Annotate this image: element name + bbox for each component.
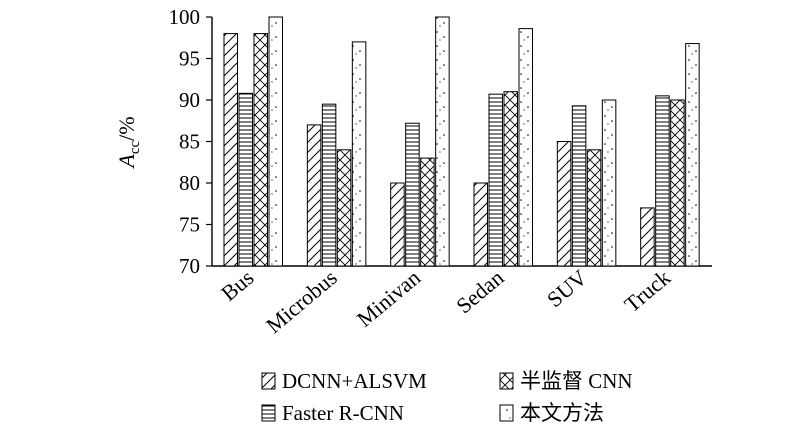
y-tick-label: 90 [179, 88, 200, 112]
legend-swatch [499, 404, 514, 422]
bar-truck-series-2 [655, 95, 670, 267]
legend-swatch [499, 372, 514, 390]
x-tick-label: Sedan [451, 265, 508, 319]
y-tick-label: 95 [179, 47, 200, 71]
y-axis-label: Acc/% [114, 116, 143, 169]
legend: DCNN+ALSVM Faster R-CNN 半监督 CNN 本文方法 [261, 369, 633, 425]
bar-truck-series-4 [685, 43, 700, 267]
bar-bus-series-2 [238, 92, 253, 267]
y-tick-label: 100 [169, 5, 201, 29]
legend-label: DCNN+ALSVM [282, 369, 427, 393]
x-tick-label: Minivan [352, 265, 425, 332]
legend-label: 本文方法 [520, 401, 604, 425]
x-tick-label: Truck [619, 265, 675, 317]
y-tick-label: 70 [179, 254, 200, 278]
bar-sedan-series-2 [488, 93, 503, 267]
bar-sedan-series-1 [473, 182, 488, 267]
bar-microbus-series-1 [306, 124, 322, 267]
bar-microbus-series-3 [336, 149, 352, 267]
legend-label: 半监督 CNN [520, 369, 633, 393]
y-tick-label: 85 [179, 130, 200, 154]
y-axis-title-main: A [114, 154, 139, 170]
y-axis-title-sub: cc [127, 141, 143, 155]
x-tick-label: Microbus [261, 265, 342, 338]
x-tick-label: Bus [216, 265, 258, 306]
bar-suv-series-2 [571, 105, 587, 267]
bar-bus-series-3 [253, 33, 268, 267]
bar-sedan-series-4 [518, 28, 533, 267]
bars-group [223, 16, 700, 267]
bar-minivan-series-2 [405, 122, 420, 267]
legend-swatch [261, 372, 276, 390]
y-axis-title: Acc/% [114, 116, 143, 169]
legend-swatch [261, 404, 276, 422]
bar-minivan-series-4 [435, 16, 450, 267]
x-tick-label: SUV [542, 265, 592, 313]
bar-bus-series-4 [268, 16, 283, 267]
bar-microbus-series-2 [321, 103, 337, 267]
y-axis: 70 75 80 85 90 95 100 [169, 5, 712, 278]
bar-microbus-series-4 [351, 41, 367, 267]
y-axis-title-unit: /% [114, 116, 139, 140]
bar-truck-series-1 [640, 207, 655, 267]
y-tick-label: 80 [179, 171, 200, 195]
x-axis-labels: Bus Microbus Minivan Sedan SUV Truck [216, 265, 675, 338]
y-tick-label: 75 [179, 213, 200, 237]
bar-suv-series-3 [586, 149, 602, 267]
bar-bus-series-1 [223, 33, 238, 267]
bar-minivan-series-3 [420, 157, 435, 267]
bar-sedan-series-3 [503, 91, 518, 267]
bar-suv-series-1 [556, 141, 572, 267]
bar-truck-series-3 [670, 99, 685, 267]
bar-minivan-series-1 [390, 182, 405, 267]
legend-label: Faster R-CNN [282, 401, 404, 425]
bar-suv-series-4 [601, 99, 617, 267]
